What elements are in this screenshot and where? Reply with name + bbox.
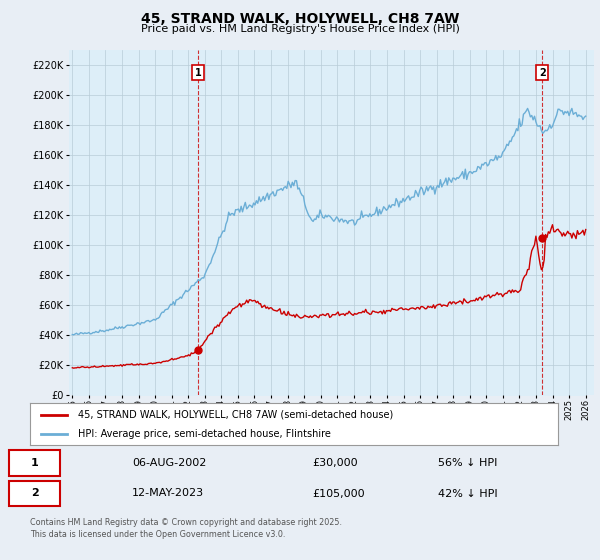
Text: 12-MAY-2023: 12-MAY-2023: [132, 488, 204, 498]
Text: HPI: Average price, semi-detached house, Flintshire: HPI: Average price, semi-detached house,…: [77, 429, 331, 439]
Text: £30,000: £30,000: [312, 458, 358, 468]
Text: 45, STRAND WALK, HOLYWELL, CH8 7AW (semi-detached house): 45, STRAND WALK, HOLYWELL, CH8 7AW (semi…: [77, 409, 393, 419]
Text: Price paid vs. HM Land Registry's House Price Index (HPI): Price paid vs. HM Land Registry's House …: [140, 24, 460, 34]
Text: 42% ↓ HPI: 42% ↓ HPI: [438, 488, 497, 498]
Text: Contains HM Land Registry data © Crown copyright and database right 2025.
This d: Contains HM Land Registry data © Crown c…: [30, 518, 342, 539]
Text: 2: 2: [539, 68, 545, 78]
Text: 56% ↓ HPI: 56% ↓ HPI: [438, 458, 497, 468]
Text: 45, STRAND WALK, HOLYWELL, CH8 7AW: 45, STRAND WALK, HOLYWELL, CH8 7AW: [141, 12, 459, 26]
Text: £105,000: £105,000: [312, 488, 365, 498]
Text: 06-AUG-2002: 06-AUG-2002: [132, 458, 206, 468]
Text: 2: 2: [31, 488, 38, 498]
Text: 1: 1: [194, 68, 202, 78]
FancyBboxPatch shape: [9, 480, 60, 506]
FancyBboxPatch shape: [9, 450, 60, 476]
Text: 1: 1: [31, 458, 38, 468]
